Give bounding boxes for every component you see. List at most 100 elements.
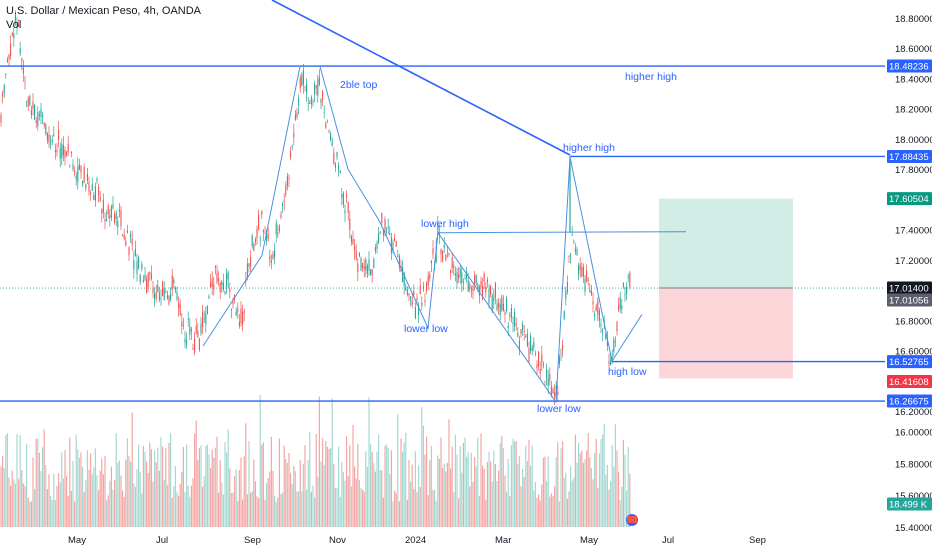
candle-body (326, 120, 328, 122)
volume-bar (587, 432, 589, 527)
volume-bar (502, 448, 504, 527)
candle-body (56, 149, 58, 152)
volume-bar (349, 445, 351, 527)
annotation-label: lower low (404, 323, 448, 335)
candle-body (37, 112, 39, 127)
candle-body (307, 103, 309, 104)
volume-bar (43, 429, 45, 527)
candle-body (573, 241, 575, 243)
candle-body (227, 272, 229, 280)
candle-body (114, 214, 116, 223)
candle-body (402, 266, 404, 283)
volume-bar (141, 493, 143, 527)
candle-body (579, 264, 581, 271)
volume-bar (27, 497, 29, 527)
volume-bar (38, 452, 40, 527)
volume-bar (485, 499, 487, 527)
candle-body (384, 218, 386, 234)
candle-body (229, 288, 231, 292)
volume-bar (522, 468, 524, 527)
candle-body (141, 264, 143, 269)
candle-body (429, 274, 431, 279)
volume-bar (66, 475, 68, 527)
candle-body (328, 130, 330, 131)
candle-body (504, 312, 506, 315)
candle-body (526, 333, 528, 347)
volume-bar (122, 490, 124, 527)
volume-bar (466, 456, 468, 527)
volume-bar (213, 457, 215, 527)
candle-body (102, 199, 104, 213)
volume-bar (229, 468, 231, 527)
candle-body (488, 288, 490, 304)
candle-body (78, 164, 80, 170)
candle-body (181, 321, 183, 327)
candle-body (294, 114, 296, 120)
candle-body (208, 296, 210, 299)
candle-body (482, 286, 484, 299)
flag-icon (627, 516, 637, 523)
volume-bar (458, 498, 460, 527)
volume-bar (386, 444, 388, 527)
candle-body (133, 259, 135, 270)
candle-body (574, 248, 576, 253)
candle-body (29, 95, 31, 105)
candle-body (595, 306, 597, 311)
candle-body (24, 81, 26, 83)
candle-body (120, 210, 122, 227)
volume-bar (50, 496, 52, 527)
volume-bar (288, 452, 290, 527)
volume-bar (552, 495, 554, 527)
candle-body (230, 308, 232, 311)
volume-bar (146, 461, 148, 527)
volume-bar (526, 460, 528, 527)
volume-bar (584, 459, 586, 527)
candle-body (538, 351, 540, 366)
candle-body (462, 281, 464, 283)
volume-bar (48, 474, 50, 527)
volume-bar (550, 493, 552, 527)
volume-bar (245, 423, 247, 527)
volume-bar (624, 454, 626, 527)
volume-bar (616, 450, 618, 527)
candle-body (178, 302, 180, 309)
volume-bar (547, 456, 549, 527)
annotation-label: higher high (563, 142, 615, 154)
volume-bar (96, 474, 98, 527)
volume-bar (104, 456, 106, 527)
candle-body (19, 48, 21, 54)
candle-body (86, 174, 88, 181)
candle-body (171, 275, 173, 290)
candle-body (520, 329, 522, 334)
price-badge-text: 16.52765 (889, 357, 929, 368)
candle-body (128, 247, 130, 255)
candle-body (554, 392, 556, 397)
volume-bar (426, 436, 428, 527)
volume-bar (293, 466, 295, 527)
candle-body (616, 321, 618, 332)
volume-bar (259, 395, 261, 527)
volume-bar (603, 423, 605, 527)
candle-body (496, 304, 498, 311)
volume-bar (450, 468, 452, 527)
candle-body (216, 272, 218, 283)
candle-body (293, 132, 295, 138)
price-tick: 18.40000 (895, 74, 932, 85)
candle-body (206, 306, 208, 315)
volume-bar (392, 501, 394, 527)
candle-body (490, 285, 492, 295)
volume-bar (446, 463, 448, 527)
candle-body (221, 281, 223, 286)
candle-body (50, 143, 52, 145)
volume-bar (594, 453, 596, 527)
volume-bar (581, 450, 583, 527)
candle-body (558, 357, 560, 365)
volume-bar (536, 497, 538, 527)
candle-body (77, 166, 79, 182)
volume-bar (86, 450, 88, 527)
volume-bar (32, 457, 34, 527)
volume-bar (21, 470, 23, 527)
candle-body (458, 274, 460, 279)
candle-body (394, 237, 396, 241)
